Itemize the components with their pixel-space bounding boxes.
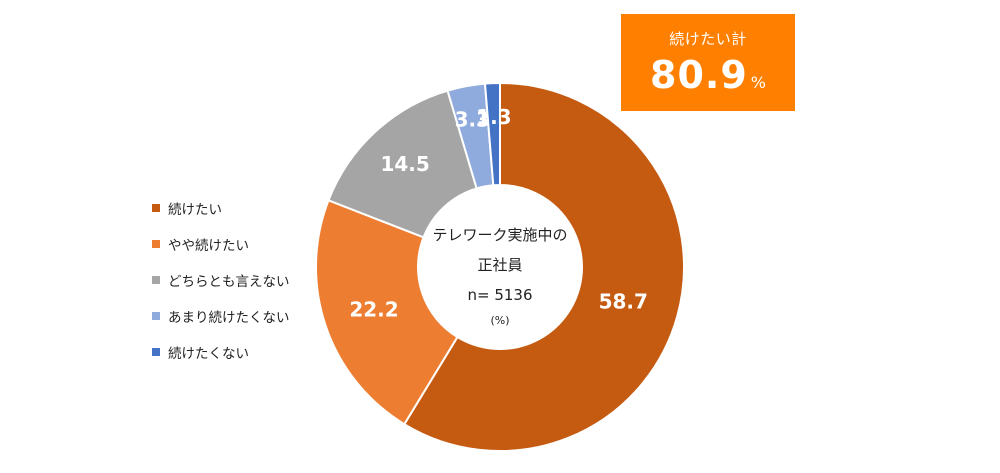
legend-item: あまり続けたくない — [152, 306, 322, 326]
slice-value-label: 1.3 — [476, 105, 511, 129]
legend-swatch — [152, 348, 160, 356]
center-sample-size: n= 5136 — [467, 286, 532, 304]
summary-unit: % — [750, 73, 766, 92]
summary-label: 続けたい計 — [669, 30, 747, 48]
summary-value: 80.9 — [650, 53, 748, 97]
legend-label: どちらとも言えない — [168, 274, 290, 290]
legend-swatch — [152, 204, 160, 212]
legend-label: あまり続けたくない — [168, 310, 290, 326]
summary-box: 続けたい計 80.9% — [621, 14, 795, 111]
legend: 続けたい やや続けたい どちらとも言えない あまり続けたくない 続けたくない — [152, 198, 322, 378]
summary-value-wrap: 80.9% — [621, 53, 795, 97]
center-text-line2: 正社員 — [477, 256, 522, 274]
legend-swatch — [152, 240, 160, 248]
slice-value-label: 22.2 — [349, 298, 398, 322]
legend-item: やや続けたい — [152, 234, 322, 254]
legend-swatch — [152, 312, 160, 320]
slice-value-label: 3.3 — [455, 108, 490, 132]
donut-hole — [418, 185, 582, 349]
legend-swatch — [152, 276, 160, 284]
slice-value-label: 14.5 — [380, 152, 429, 176]
center-text-line1: テレワーク実施中の — [432, 226, 567, 244]
legend-label: 続けたくない — [168, 346, 249, 362]
legend-item: 続けたい — [152, 198, 322, 218]
legend-item: どちらとも言えない — [152, 270, 322, 290]
slice-value-label: 58.7 — [599, 290, 648, 314]
legend-item: 続けたくない — [152, 342, 322, 362]
center-unit-note: (%) — [490, 314, 509, 327]
legend-label: やや続けたい — [168, 238, 249, 254]
legend-label: 続けたい — [168, 202, 222, 218]
